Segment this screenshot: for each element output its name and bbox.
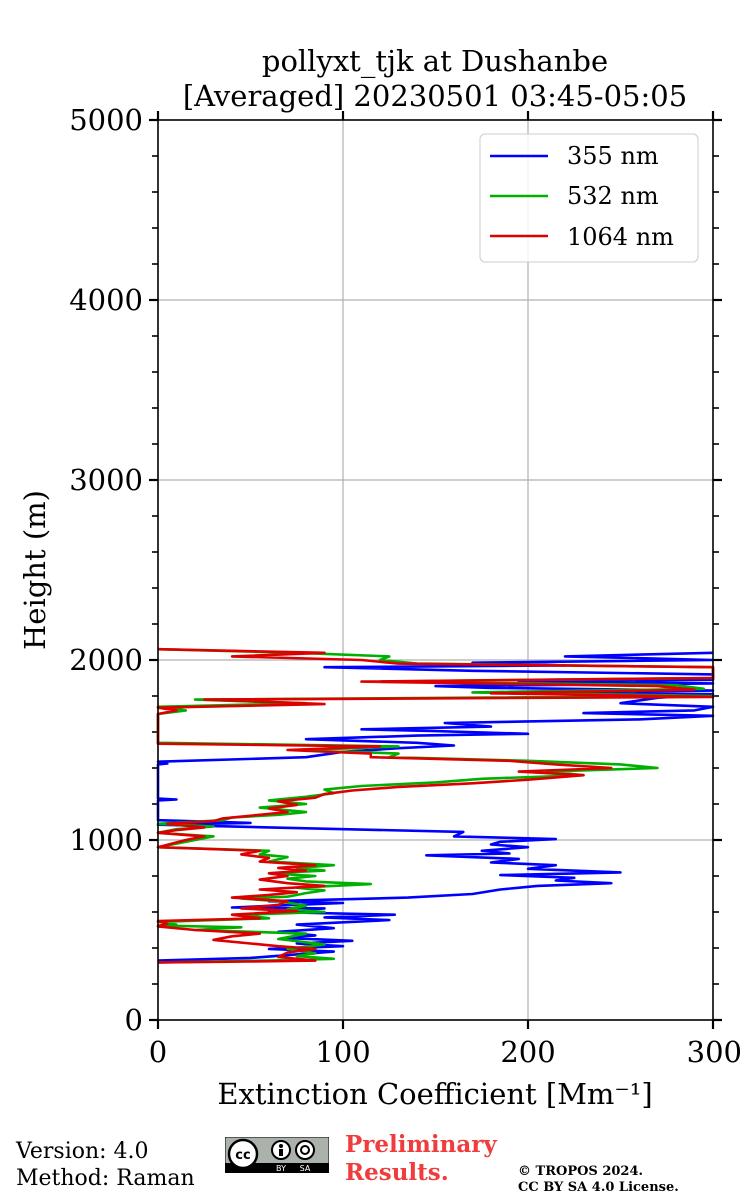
by-label: BY <box>276 1164 286 1173</box>
grid <box>158 120 713 1020</box>
x-tick-label: 100 <box>315 1035 370 1069</box>
cc-by-sa-license-badge: cc BY SA <box>225 1137 329 1173</box>
minor-ticks <box>152 155 719 985</box>
preliminary-results-note: Preliminary Results. <box>345 1131 497 1187</box>
sa-icon <box>295 1140 315 1160</box>
y-tick-label: 2000 <box>69 643 143 677</box>
version-info: Version: 4.0 Method: Raman <box>16 1138 195 1192</box>
by-icon-head <box>279 1144 283 1148</box>
series-layer <box>156 647 715 964</box>
sa-icon-arrow <box>300 1145 310 1155</box>
y-tick-label: 0 <box>125 1003 143 1037</box>
results-text: Results. <box>345 1159 449 1186</box>
extinction-profile-chart: pollyxt_tjk at Dushanbe [Averaged] 20230… <box>18 44 742 1111</box>
x-tick-label: 200 <box>500 1035 555 1069</box>
legend-label-532: 532 nm <box>567 182 659 210</box>
license-text: CC BY SA 4.0 License. <box>518 1180 679 1195</box>
y-tick-label: 5000 <box>69 103 143 137</box>
y-axis-label: Height (m) <box>18 490 52 650</box>
legend-label-1064: 1064 nm <box>567 223 674 251</box>
copyright-text: © TROPOS 2024. <box>518 1164 644 1179</box>
legend-label-355: 355 nm <box>567 142 659 170</box>
sa-label: SA <box>300 1164 311 1173</box>
x-tick-label: 300 <box>687 1035 742 1069</box>
plot-frame <box>157 119 714 1021</box>
chart-title-line2: [Averaged] 20230501 03:45-05:05 <box>183 79 687 113</box>
legend: 355 nm 532 nm 1064 nm <box>479 133 699 263</box>
y-tick-label: 1000 <box>69 823 143 857</box>
legend-box <box>479 133 699 263</box>
series-line-1064nm <box>156 647 715 964</box>
method-text: Method: Raman <box>16 1166 195 1191</box>
x-axis-label: Extinction Coefficient [Mm⁻¹] <box>217 1077 652 1111</box>
by-icon-body <box>279 1149 283 1156</box>
x-tick-label: 0 <box>149 1035 167 1069</box>
chart-title-line1: pollyxt_tjk at Dushanbe <box>262 44 608 79</box>
y-tick-label: 3000 <box>69 463 143 497</box>
y-tick-label: 4000 <box>69 283 143 317</box>
version-text: Version: 4.0 <box>16 1139 149 1164</box>
cc-icon <box>227 1138 259 1170</box>
copyright-note: © TROPOS 2024. CC BY SA 4.0 License. <box>518 1164 679 1196</box>
major-ticks: 0 1000 2000 3000 4000 5000 0 100 200 300 <box>69 103 742 1069</box>
preliminary-text: Preliminary <box>345 1131 497 1158</box>
cc-icon-text: cc <box>235 1148 250 1163</box>
